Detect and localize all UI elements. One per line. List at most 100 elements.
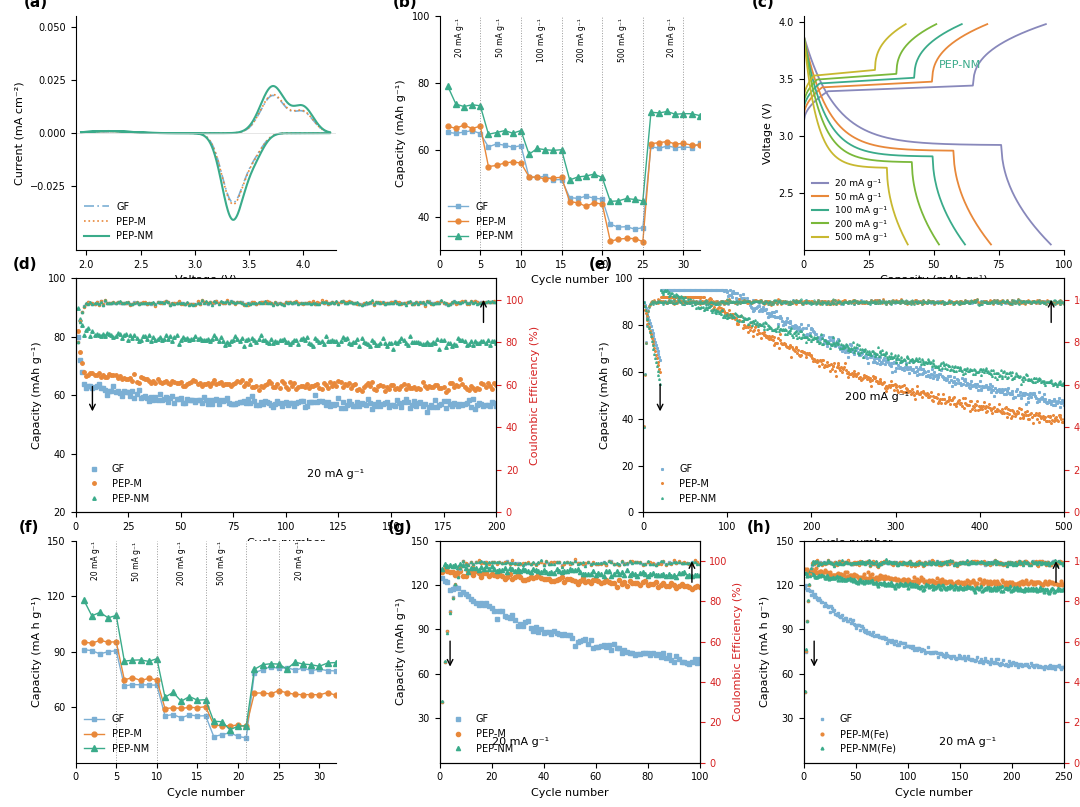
PEP-NM [321,659,334,668]
Line: PEP-NM: PEP-NM [81,86,330,220]
PEP-M [126,673,139,683]
GF [798,583,811,593]
PEP-M [321,688,334,697]
GF [183,395,195,404]
PEP-NM [482,129,495,139]
PEP-M [240,721,253,731]
PEP-NM [297,659,310,669]
PEP-M [288,689,301,699]
Y-axis label: Capacity (mA h g⁻¹): Capacity (mA h g⁻¹) [31,596,42,707]
GF [183,710,195,720]
PEP-NM [442,82,455,91]
PEP-NM [231,721,244,731]
PEP-NM [436,564,449,574]
PEP-M [248,688,261,698]
PEP-M [449,123,462,133]
PEP-NM [489,338,502,348]
GF [564,193,577,203]
PEP-NM [498,563,511,573]
PEP-NM [295,100,308,110]
Line: PEP-M: PEP-M [445,123,702,244]
PEP-NM(Fe) [842,575,855,584]
Text: 20 mA g⁻¹: 20 mA g⁻¹ [295,541,303,580]
GF [159,711,172,721]
GF [1048,662,1061,671]
PEP-M [840,368,853,378]
PEP-NM [865,346,878,356]
GF [420,407,433,416]
PEP-M [134,675,147,685]
PEP-M [580,202,593,211]
GF [636,223,649,232]
PEP-NM [523,149,536,159]
PEP-M [183,703,195,713]
PEP-M(Fe) [1057,579,1070,589]
PEP-NM [305,660,318,670]
X-axis label: Cycle number: Cycle number [166,788,244,798]
PEP-M [265,689,278,699]
Y-axis label: Capacity (mAh g⁻¹): Capacity (mAh g⁻¹) [396,598,406,705]
Y-axis label: Capacity (mA h g⁻¹): Capacity (mA h g⁻¹) [760,596,770,707]
GF [669,143,681,153]
GF [89,383,102,392]
PEP-NM [150,654,163,663]
GF [276,99,289,109]
PEP-M [78,638,91,647]
PEP-NM [288,657,301,667]
GF [191,711,204,721]
Line: PEP-M: PEP-M [644,296,1065,424]
GF [604,220,617,229]
Text: (f): (f) [18,520,39,535]
PEP-NM [612,196,625,206]
PEP-M [175,128,188,138]
PEP-M [571,198,584,207]
GF [685,143,698,153]
GF [580,191,593,201]
GF [248,668,261,678]
GF [683,659,696,669]
X-axis label: Cycle number: Cycle number [531,788,608,798]
PEP-NM [465,100,478,110]
GF [442,128,455,137]
PEP-NM [281,664,294,674]
GF [456,400,469,410]
PEP-NM [588,169,600,179]
PEP-M [693,582,706,592]
PEP-M [94,636,107,646]
GF [983,382,996,391]
PEP-NM [276,92,289,102]
GF [485,604,498,613]
PEP-NM [456,335,469,345]
PEP-NM [329,658,342,667]
PEP-M [71,326,84,336]
PEP-M [983,399,996,409]
Text: (d): (d) [13,257,37,272]
PEP-NM [677,567,690,577]
GF [126,679,139,689]
PEP-NM [159,692,172,702]
PEP-M [661,136,674,146]
PEP-NM [118,656,131,666]
GF [1053,402,1066,412]
GF [288,665,301,675]
Text: (a): (a) [24,0,48,10]
Text: 200 mA g⁻¹: 200 mA g⁻¹ [177,541,186,585]
PEP-M [498,575,511,584]
PEP-M [456,379,469,389]
GF [265,662,278,671]
X-axis label: Cycle number: Cycle number [247,537,325,548]
X-axis label: Voltage (V): Voltage (V) [175,275,237,286]
Line: PEP-NM: PEP-NM [644,289,1065,387]
GF [865,351,878,361]
PEP-NM(Fe) [1043,588,1056,598]
GF [539,171,552,181]
PEP-NM [230,211,243,221]
PEP-M(Fe) [906,576,919,586]
PEP-NM [580,171,593,181]
GF [661,141,674,151]
PEP-NM [438,559,451,569]
PEP-NM(Fe) [1049,586,1062,596]
GF [842,616,855,625]
Line: GF: GF [804,583,1065,670]
PEP-M [588,198,600,207]
